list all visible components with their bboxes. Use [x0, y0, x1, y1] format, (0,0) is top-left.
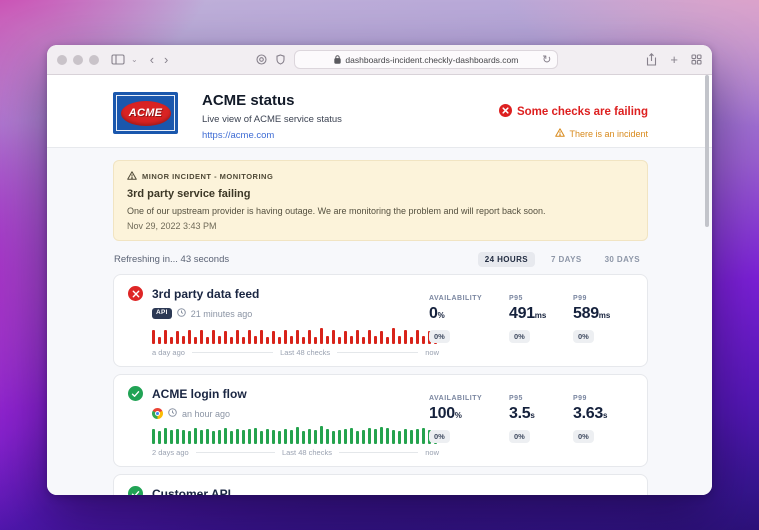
share-icon[interactable] — [646, 53, 657, 66]
stat-label: P99 — [573, 295, 587, 302]
clock-icon — [176, 308, 186, 319]
check-last-run: 21 minutes ago — [190, 308, 253, 319]
incident-timestamp: Nov 29, 2022 3:43 PM — [127, 221, 217, 231]
acme-link[interactable]: https://acme.com — [202, 130, 275, 141]
traffic-lights — [57, 54, 99, 65]
tab-7-days[interactable]: 7 DAYS — [551, 255, 582, 264]
check-passing-icon — [128, 386, 143, 401]
zoom-window-button[interactable] — [89, 54, 99, 65]
privacy-report-icon[interactable] — [256, 54, 267, 65]
chrome-browser-icon — [152, 408, 163, 419]
status-page-header: ACME ACME status Live view of ACME servi… — [47, 75, 712, 148]
stat-delta-badge: 0% — [573, 430, 594, 443]
acme-logo: ACME — [113, 92, 178, 134]
check-history-chart: 2 days ago Last 48 checks now — [152, 426, 439, 457]
stat-delta-badge: 0% — [573, 330, 594, 343]
check-stats: AVAILABILITY 100% 0% P95 3.5s 0% P99 3.6… — [429, 395, 633, 444]
check-card-customer-api[interactable]: Customer API API 27 minutes ago — [113, 474, 648, 495]
reload-icon[interactable]: ↻ — [542, 54, 552, 66]
check-history-chart: a day ago Last 48 checks now — [152, 327, 439, 357]
page-subtitle: Live view of ACME service status — [202, 114, 342, 125]
stat-label: P99 — [573, 395, 587, 402]
url-text: dashboards-incident.checkly-dashboards.c… — [345, 54, 519, 65]
check-passing-icon — [128, 486, 143, 495]
chart-mid-label: Last 48 checks — [281, 448, 332, 457]
tab-30-days[interactable]: 30 DAYS — [604, 255, 640, 264]
stat-label: AVAILABILITY — [429, 295, 483, 302]
scrollbar-thumb[interactable] — [705, 75, 709, 227]
safari-window: ⌄ ‹ › — [47, 45, 712, 495]
check-bars — [152, 327, 439, 344]
page-content: ACME ACME status Live view of ACME servi… — [47, 75, 712, 495]
incident-banner: MINOR INCIDENT - MONITORING 3rd party se… — [113, 160, 648, 241]
sidebar-toggle-icon[interactable] — [111, 54, 125, 65]
stat-label: P95 — [509, 395, 523, 402]
tab-24-hours[interactable]: 24 HOURS — [477, 252, 535, 267]
warning-triangle-icon — [555, 128, 566, 139]
stat-delta-badge: 0% — [429, 430, 450, 443]
incident-note-text: There is an incident — [569, 128, 648, 139]
check-card-acme-login-flow[interactable]: ACME login flow an hour ago — [113, 374, 648, 467]
stat-label: P95 — [509, 295, 523, 302]
chart-end-label: now — [425, 448, 439, 457]
time-range-tabs: 24 HOURS 7 DAYS 30 DAYS — [477, 252, 647, 267]
back-button[interactable]: ‹ — [149, 52, 155, 67]
browser-toolbar: ⌄ ‹ › — [47, 45, 712, 75]
refresh-countdown: Refreshing in... 43 seconds — [114, 254, 230, 265]
check-bars — [152, 426, 439, 444]
incident-label: MINOR INCIDENT - MONITORING — [142, 172, 274, 181]
stat-label: AVAILABILITY — [429, 395, 483, 402]
shield-icon[interactable] — [276, 54, 285, 65]
check-card-3rd-party-data-feed[interactable]: 3rd party data feed API 21 minutes ago — [113, 274, 648, 367]
stat-delta-badge: 0% — [509, 430, 530, 443]
status-text: Some checks are failing — [516, 106, 648, 118]
check-failing-icon — [128, 286, 143, 301]
new-tab-icon[interactable]: + — [670, 52, 678, 67]
banner-warning-icon — [127, 171, 137, 182]
close-window-button[interactable] — [57, 54, 67, 65]
check-stats: AVAILABILITY 0% 0% P95 491ms 0% P99 589m… — [429, 295, 633, 344]
forward-button[interactable]: › — [164, 52, 169, 67]
chart-end-label: now — [425, 348, 439, 357]
acme-logo-text: ACME — [128, 107, 163, 119]
check-last-run: an hour ago — [182, 408, 231, 419]
stat-delta-badge: 0% — [429, 330, 450, 343]
tab-overview-icon[interactable] — [691, 54, 702, 65]
page-title: ACME status — [202, 92, 295, 109]
incident-description: One of our upstream provider is having o… — [127, 206, 546, 216]
incident-title: 3rd party service failing — [127, 188, 251, 200]
chart-start-label: 2 days ago — [152, 448, 189, 457]
minimize-window-button[interactable] — [73, 54, 83, 65]
lock-icon — [334, 55, 342, 64]
chart-start-label: a day ago — [152, 348, 185, 357]
clock-icon — [168, 408, 177, 419]
check-name: ACME login flow — [152, 386, 247, 401]
failing-status-icon — [498, 104, 512, 120]
address-bar[interactable]: dashboards-incident.checkly-dashboards.c… — [294, 50, 559, 69]
check-name: 3rd party data feed — [152, 286, 260, 301]
chart-mid-label: Last 48 checks — [280, 348, 331, 357]
stat-delta-badge: 0% — [509, 330, 530, 343]
check-name: Customer API — [152, 486, 231, 496]
check-type-badge: API — [152, 308, 172, 319]
chevron-down-icon[interactable]: ⌄ — [131, 55, 138, 64]
